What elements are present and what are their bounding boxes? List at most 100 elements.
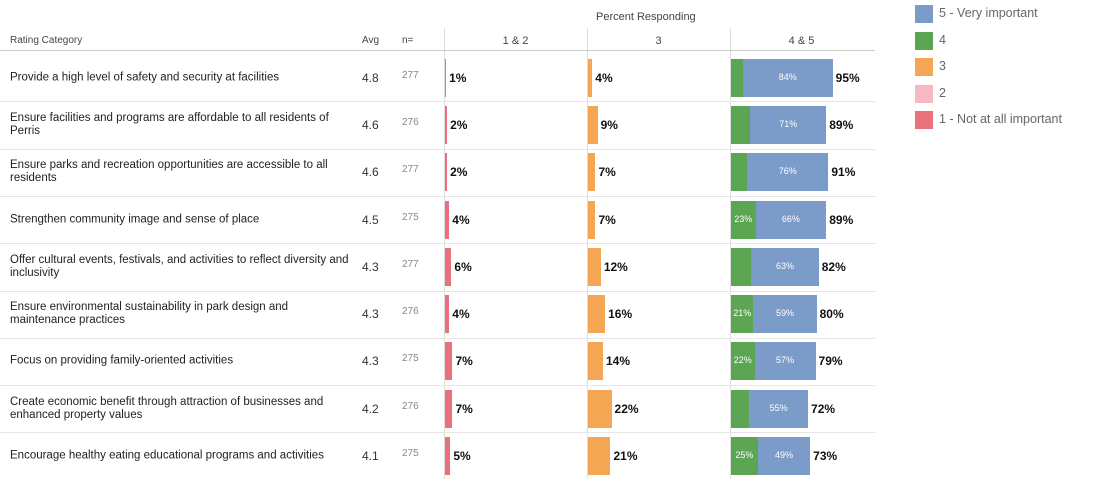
n-value: 277 <box>402 258 419 270</box>
column-header: Rating Category <box>10 35 83 46</box>
bar-segment <box>747 153 829 192</box>
bar <box>445 105 448 144</box>
legend-label: 4 <box>939 32 946 47</box>
avg-value: 4.1 <box>362 449 379 464</box>
row-divider <box>0 385 875 387</box>
bar-segment <box>742 58 833 97</box>
segment-label: 76% <box>778 166 797 177</box>
panel-header: 3 <box>655 35 662 47</box>
segment-label: 57% <box>776 355 795 366</box>
bar <box>445 342 453 381</box>
row-divider <box>0 290 875 292</box>
legend-label: 1 - Not at all important <box>939 112 1062 126</box>
legend-label: 3 <box>939 59 946 73</box>
bar-segment <box>750 105 827 144</box>
segment-label: 25% <box>735 450 754 461</box>
legend-swatch <box>915 111 933 129</box>
n-value: 275 <box>402 448 419 460</box>
value-label: 12% <box>603 259 628 274</box>
value-label: 89% <box>829 212 854 227</box>
avg-value: 4.5 <box>362 212 379 227</box>
bar-segment <box>731 105 751 144</box>
value-label: 6% <box>454 259 472 274</box>
value-label: 7% <box>598 212 616 227</box>
bar-segment <box>731 342 755 381</box>
legend-label: 2 <box>939 85 946 100</box>
bar <box>445 200 450 239</box>
legend-swatch <box>915 58 933 76</box>
legend-label: 5 - Very important <box>939 6 1038 20</box>
value-label: 9% <box>600 117 618 132</box>
panel-divider <box>587 28 588 479</box>
segment-label: 71% <box>779 118 798 129</box>
category-label: Ensure environmental sustainability in p… <box>10 301 289 327</box>
category-label: Focus on providing family-oriented activ… <box>10 354 234 367</box>
value-label: 21% <box>613 449 638 464</box>
bar-segment <box>754 342 816 381</box>
bar <box>588 200 596 239</box>
category-label: Ensure facilities and programs are affor… <box>10 111 329 137</box>
value-label: 7% <box>455 354 473 369</box>
bar <box>588 295 606 334</box>
bar <box>445 247 452 286</box>
value-label: 7% <box>455 401 473 416</box>
value-label: 1% <box>449 70 467 85</box>
segment-label: 49% <box>774 450 793 461</box>
bar <box>445 295 450 334</box>
bar-segment <box>731 437 758 476</box>
column-header: n= <box>402 35 414 46</box>
panel-header: 1 & 2 <box>502 35 529 47</box>
n-value: 276 <box>402 400 419 412</box>
bar <box>588 247 601 286</box>
bar <box>588 153 596 192</box>
category-label: Encourage healthy eating educational pro… <box>10 449 324 462</box>
header-rule <box>0 50 875 51</box>
value-label: 89% <box>829 117 854 132</box>
segment-label: 66% <box>781 213 800 224</box>
bar <box>588 437 611 476</box>
value-label: 91% <box>831 165 856 180</box>
bar-segment <box>755 200 827 239</box>
panel-title: Percent Responding <box>596 11 696 23</box>
row-divider <box>0 148 875 150</box>
value-label: 79% <box>818 354 843 369</box>
n-value: 276 <box>402 306 419 318</box>
bar <box>588 389 612 428</box>
category-label: Provide a high level of safety and secur… <box>10 71 280 84</box>
avg-value: 4.3 <box>362 307 379 322</box>
value-label: 16% <box>608 307 633 322</box>
category-label: Strengthen community image and sense of … <box>10 213 260 226</box>
avg-value: 4.8 <box>362 70 379 85</box>
avg-value: 4.2 <box>362 401 379 416</box>
bar-segment <box>753 295 817 334</box>
bar <box>588 58 593 97</box>
panel-divider <box>730 28 731 479</box>
n-value: 277 <box>402 69 419 81</box>
bar-segment <box>731 153 748 192</box>
n-value: 275 <box>402 353 419 365</box>
bar-segment <box>731 200 756 239</box>
segment-label: 63% <box>776 260 795 271</box>
segment-label: 23% <box>734 213 753 224</box>
segment-label: 84% <box>778 71 797 82</box>
n-value: 275 <box>402 211 419 223</box>
value-label: 82% <box>821 259 846 274</box>
value-label: 72% <box>811 401 836 416</box>
bar-segment <box>731 247 752 286</box>
row-divider <box>0 101 875 103</box>
value-label: 4% <box>452 212 470 227</box>
value-label: 73% <box>813 449 838 464</box>
bar <box>588 342 603 381</box>
bar-segment <box>749 389 809 428</box>
n-value: 276 <box>402 116 419 128</box>
segment-label: 22% <box>733 355 752 366</box>
avg-value: 4.3 <box>362 259 379 274</box>
row-divider <box>0 195 875 197</box>
category-label: Ensure parks and recreation opportunitie… <box>10 159 328 185</box>
bar-segment <box>751 247 819 286</box>
row-divider <box>0 243 875 245</box>
segment-label: 21% <box>733 308 752 319</box>
legend-swatch <box>915 31 933 50</box>
segment-label: 59% <box>776 308 795 319</box>
